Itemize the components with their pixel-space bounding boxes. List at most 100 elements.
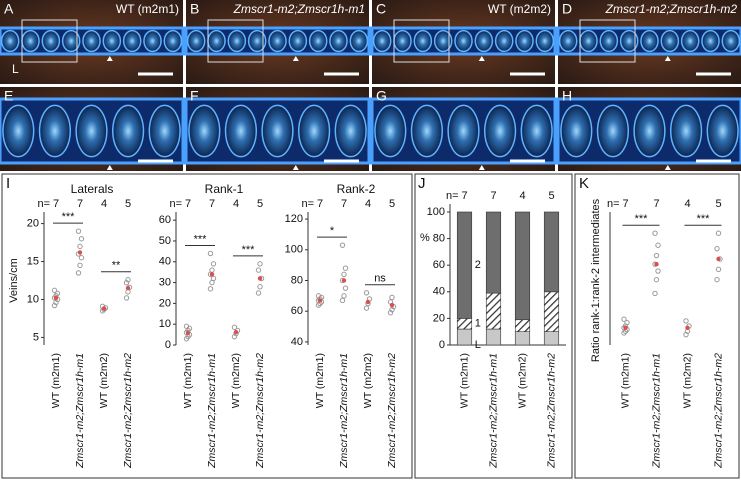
cell <box>122 29 142 53</box>
mean-point <box>233 329 239 335</box>
zoom-box <box>393 19 450 63</box>
cell <box>38 104 72 158</box>
zoom-box <box>579 19 636 63</box>
significance-label: *** <box>62 211 76 223</box>
chart-title: Rank-1 <box>205 182 244 196</box>
data-point <box>77 243 83 250</box>
cell <box>433 29 453 53</box>
y-axis-label: Veins/cm <box>8 258 20 303</box>
x-tick-label: WT (m2m2) <box>362 353 374 408</box>
n-value: 7 <box>461 190 467 202</box>
cell <box>660 29 680 53</box>
n-value: 4 <box>233 198 239 210</box>
mean-point <box>185 330 191 336</box>
data-point <box>210 275 217 282</box>
n-value: 5 <box>548 190 554 202</box>
mean-point <box>389 302 395 308</box>
data-point <box>315 293 322 299</box>
cell <box>247 29 267 53</box>
x-tick-label: Zmscr1-m2;Zmscr1h-m1 <box>487 353 499 469</box>
data-point <box>621 316 627 322</box>
cell <box>75 104 108 158</box>
n-label: n= <box>446 190 459 202</box>
arrowhead <box>292 165 299 170</box>
n-value: 5 <box>389 198 395 210</box>
x-tick-label: WT (m2m1) <box>182 353 194 408</box>
cell <box>579 29 598 53</box>
data-point <box>652 230 658 236</box>
x-tick-label: Zmscr1-m2;Zmscr1h-m2 <box>712 353 724 469</box>
cell <box>721 29 741 53</box>
mean-point <box>623 325 628 330</box>
y-tick-label: 100 <box>427 206 445 218</box>
mean-point <box>257 276 263 281</box>
data-point <box>207 250 214 257</box>
x-tick-label: WT (m2m2) <box>230 353 242 408</box>
y-tick-label: 0 <box>165 339 171 351</box>
cell <box>188 104 221 158</box>
micrograph: B Zmscr1-m2;Zmscr1h-m1 <box>184 0 371 84</box>
x-tick-label: WT (m2m2) <box>681 353 693 408</box>
bar-segment <box>456 211 473 319</box>
x-tick-label: Zmscr1-m2;Zmscr1h-m1 <box>650 353 662 469</box>
data-point <box>123 295 130 301</box>
cell <box>454 29 473 53</box>
mean-point <box>317 298 323 303</box>
cell <box>82 29 101 53</box>
mean-point <box>53 295 59 301</box>
cell <box>261 104 294 158</box>
data-point <box>653 252 660 259</box>
cell <box>633 104 666 158</box>
data-point <box>255 290 262 296</box>
y-tick-label: 50 <box>159 235 171 247</box>
y-tick-label: 40 <box>291 336 303 348</box>
cell <box>680 29 700 53</box>
data-point <box>652 290 658 297</box>
y-tick-label: 15 <box>27 255 39 267</box>
cell <box>334 104 367 158</box>
n-value: 5 <box>257 198 263 210</box>
panel-label: B <box>190 1 199 17</box>
y-tick-label: 10 <box>27 293 39 305</box>
panel-label: A <box>4 1 14 17</box>
data-point <box>207 286 214 292</box>
n-value: 7 <box>317 198 323 210</box>
cell <box>268 29 287 53</box>
n-value: 7 <box>653 198 659 210</box>
legend-label: 1 <box>475 318 481 330</box>
panel-label: K <box>579 175 589 192</box>
data-point <box>715 266 722 273</box>
bar-segment <box>543 291 560 332</box>
y-tick-label: 120 <box>285 213 303 225</box>
cell <box>297 104 331 158</box>
panel-label: H <box>562 88 572 104</box>
data-point <box>624 319 630 326</box>
data-point <box>341 293 347 299</box>
n-value: 7 <box>209 198 215 210</box>
bar-segment <box>485 292 502 330</box>
n-value: 7 <box>53 198 59 210</box>
data-point <box>715 230 722 236</box>
arrowhead <box>478 165 485 170</box>
cell <box>163 29 183 53</box>
bar-segment <box>543 331 560 346</box>
cell <box>413 29 433 53</box>
data-point <box>339 297 346 304</box>
y-tick-label: 20 <box>159 297 171 309</box>
image-caption: WT (m2m2) <box>488 2 551 16</box>
y-tick-label: 80 <box>433 232 445 244</box>
data-point <box>53 299 59 306</box>
data-point <box>183 323 190 329</box>
cell <box>706 104 739 158</box>
image-caption: WT (m2m1) <box>116 2 179 16</box>
x-tick-label: Zmscr1-m2;Zmscr1h-m2 <box>386 353 398 469</box>
cell <box>483 104 517 158</box>
image-caption: Zmscr1-m2;Zmscr1h-m1 <box>233 2 365 16</box>
mean-point <box>685 325 690 330</box>
significance-label: *** <box>194 233 208 245</box>
significance-label: ns <box>374 273 386 285</box>
micrograph: F <box>184 87 371 171</box>
cell <box>640 29 659 53</box>
data-point <box>231 333 238 340</box>
